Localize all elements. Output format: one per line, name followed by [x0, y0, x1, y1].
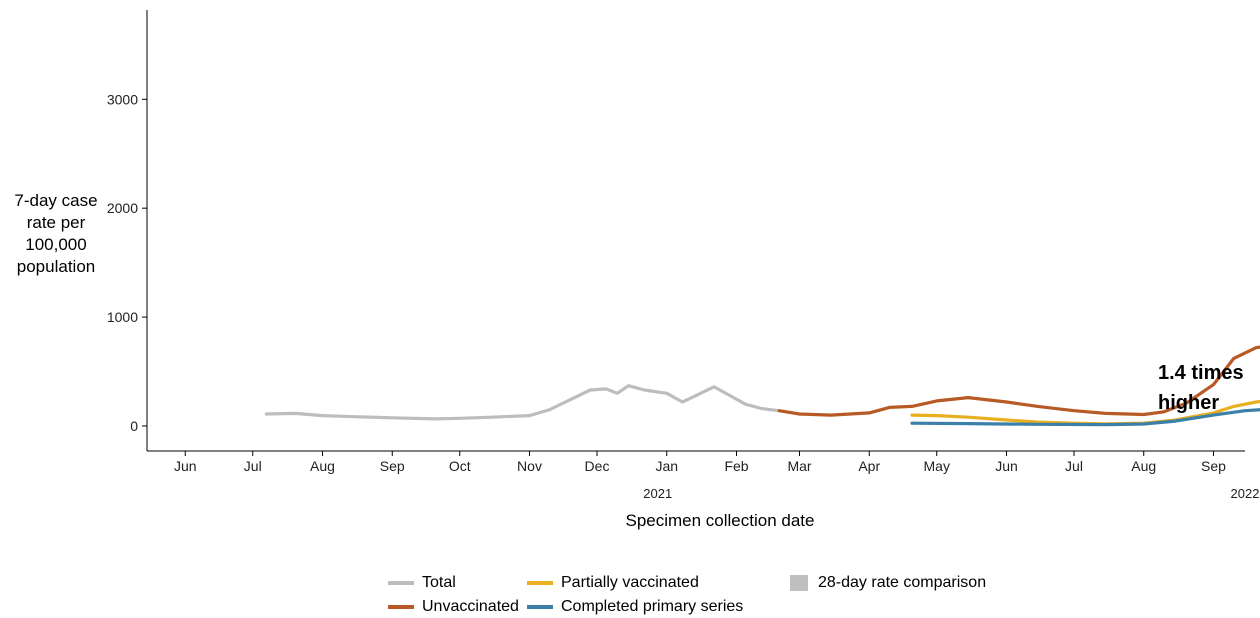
y-tick-label: 1000 [107, 309, 138, 325]
x-tick-label: Feb [724, 458, 748, 474]
x-tick-label: Sep [380, 458, 405, 474]
legend-label-comparison: 28-day rate comparison [818, 574, 987, 591]
legend-item-partially-vaccinated: Partially vaccinated [527, 572, 699, 594]
y-axis-title: 7-day case rate per 100,000 population [14, 191, 98, 276]
x-tick-label: Aug [1131, 458, 1156, 474]
ratio-annotation: 1.4 times higher [1158, 362, 1244, 414]
axis-layer: 0 1000 2000 3000 Jun Jul Aug Sep Oct Nov Dec Jan Feb… [107, 10, 1260, 501]
x-tick-label: Oct [449, 458, 471, 474]
x-tick-label: Jul [244, 458, 262, 474]
legend-item-completed-primary-series: Completed primary series [527, 596, 743, 618]
series-layer [264, 345, 1260, 427]
x-tick-label: Apr [858, 458, 880, 474]
x-tick-label: Dec [585, 458, 610, 474]
x-tick-label: Mar [787, 458, 811, 474]
series-line-completed-primary-series [910, 408, 1260, 427]
legend-item-unvaccinated: Unvaccinated [388, 596, 519, 618]
legend-swatch-unvaccinated [388, 605, 414, 609]
x-tick-label: Jun [174, 458, 197, 474]
legend-swatch-completed-primary-series [527, 605, 553, 609]
year-label: 2022 [1231, 486, 1260, 501]
x-tick-label: Nov [517, 458, 542, 474]
y-tick-label: 0 [130, 418, 138, 434]
x-tick-label: Jun [995, 458, 1018, 474]
series-line-total [264, 384, 781, 421]
x-axis-title: Specimen collection date [625, 511, 815, 530]
year-label: 2021 [643, 486, 672, 501]
legend-swatch-partially-vaccinated [527, 581, 553, 585]
y-tick-label: 2000 [107, 200, 138, 216]
legend-swatch-total [388, 581, 414, 585]
legend-label-partially-vaccinated: Partially vaccinated [561, 574, 699, 591]
legend-label-unvaccinated: Unvaccinated [422, 598, 519, 615]
legend-label-total: Total [422, 574, 456, 591]
y-tick-label: 3000 [107, 91, 138, 107]
x-tick-label: Aug [310, 458, 335, 474]
legend-item-total: Total [388, 572, 456, 594]
legend-swatch-comparison [790, 575, 808, 591]
x-tick-label: Jul [1065, 458, 1083, 474]
series-line-unvaccinated [777, 345, 1260, 417]
legend-label-completed-primary-series: Completed primary series [561, 598, 744, 615]
x-tick-label: May [924, 458, 950, 474]
legend-item-comparison: 28-day rate comparison [786, 572, 986, 594]
x-tick-label: Jan [655, 458, 678, 474]
x-tick-label: Sep [1201, 458, 1226, 474]
legend: Total Unvaccinated Partially vaccinated … [388, 572, 1088, 618]
